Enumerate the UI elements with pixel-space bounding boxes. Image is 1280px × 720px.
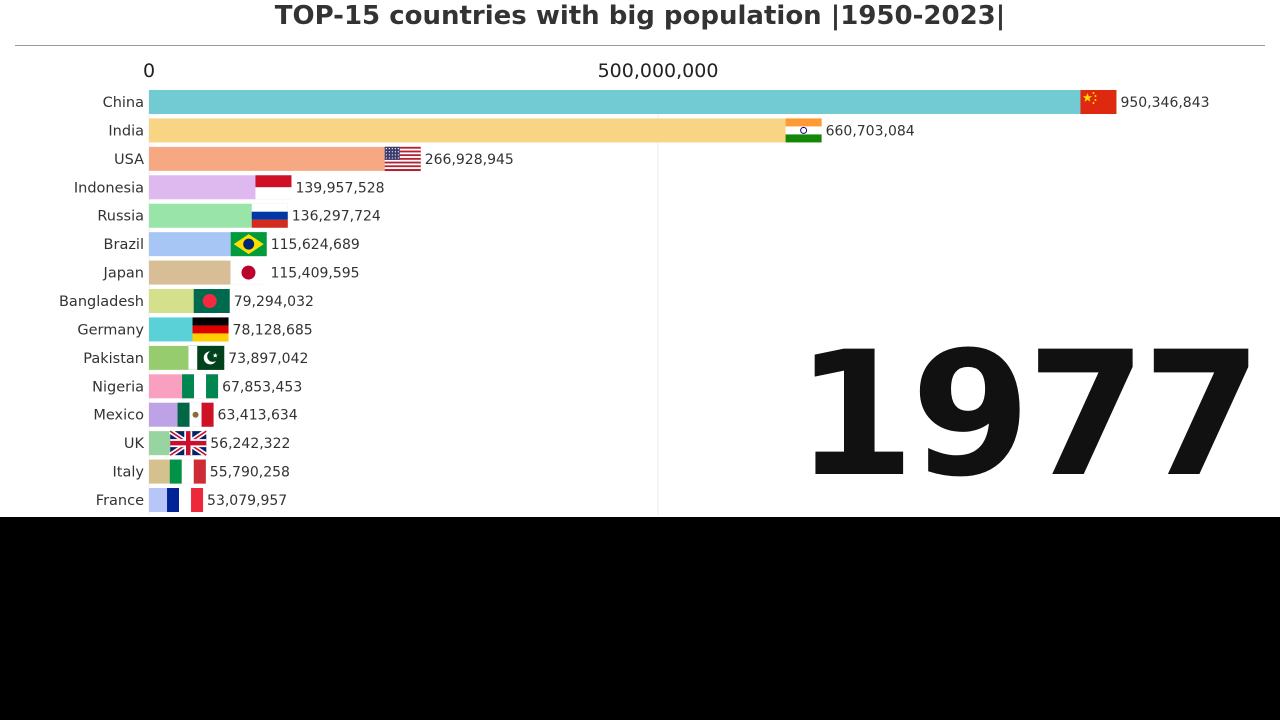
value-label: 53,079,957 (207, 493, 287, 509)
value-label: 139,957,528 (295, 180, 384, 196)
year-counter: 1977 (795, 314, 1262, 515)
china-flag (1080, 90, 1117, 114)
value-label: 67,853,453 (222, 379, 302, 395)
category-label: Brazil (104, 237, 144, 253)
mexico-flag (177, 402, 214, 427)
category-label: UK (124, 436, 145, 452)
bar (149, 90, 1117, 114)
category-label: Russia (97, 209, 144, 225)
category-label: India (108, 123, 144, 139)
value-label: 115,624,689 (271, 237, 360, 253)
pakistan-flag (188, 345, 225, 370)
category-label: Pakistan (83, 351, 144, 367)
category-label: France (96, 493, 144, 509)
category-label: USA (114, 152, 144, 168)
category-label: Germany (77, 322, 144, 338)
category-label: Nigeria (92, 379, 144, 395)
category-label: Mexico (93, 408, 144, 424)
russia-flag (251, 203, 288, 228)
x-tick-label: 0 (143, 60, 155, 82)
category-label: Italy (113, 465, 145, 481)
italy-flag (169, 459, 206, 484)
value-label: 115,409,595 (270, 266, 359, 282)
value-label: 55,790,258 (210, 465, 290, 481)
bar (149, 118, 822, 143)
bar (149, 146, 421, 171)
germany-flag (192, 317, 229, 342)
value-label: 136,297,724 (292, 209, 381, 225)
title-divider (15, 45, 1265, 46)
uk-flag (168, 429, 208, 458)
value-label: 266,928,945 (425, 152, 514, 168)
category-label: Bangladesh (59, 294, 144, 310)
bar-chart: 0 500,000,000 China 950,346,843 India 660,703… (59, 60, 1210, 515)
japan-flag (230, 260, 267, 285)
value-label: 950,346,843 (1120, 95, 1209, 111)
usa-flag (384, 146, 421, 172)
category-label: China (103, 95, 144, 111)
x-tick-label: 500,000,000 (598, 60, 719, 82)
value-label: 79,294,032 (234, 294, 314, 310)
nigeria-flag (182, 374, 219, 399)
value-label: 660,703,084 (826, 123, 915, 139)
france-flag (167, 488, 204, 513)
category-label: Indonesia (74, 180, 144, 196)
india-flag (785, 118, 822, 143)
brazil-flag (230, 232, 267, 257)
value-label: 78,128,685 (233, 322, 313, 338)
indonesia-flag (255, 175, 292, 200)
value-label: 63,413,634 (218, 408, 298, 424)
value-label: 73,897,042 (228, 351, 308, 367)
bangladesh-flag (193, 289, 230, 314)
category-label: Japan (103, 266, 144, 282)
value-label: 56,242,322 (210, 436, 290, 452)
black-letterbox-bar (0, 517, 1280, 720)
chart-title: TOP-15 countries with big population |19… (274, 1, 1006, 31)
